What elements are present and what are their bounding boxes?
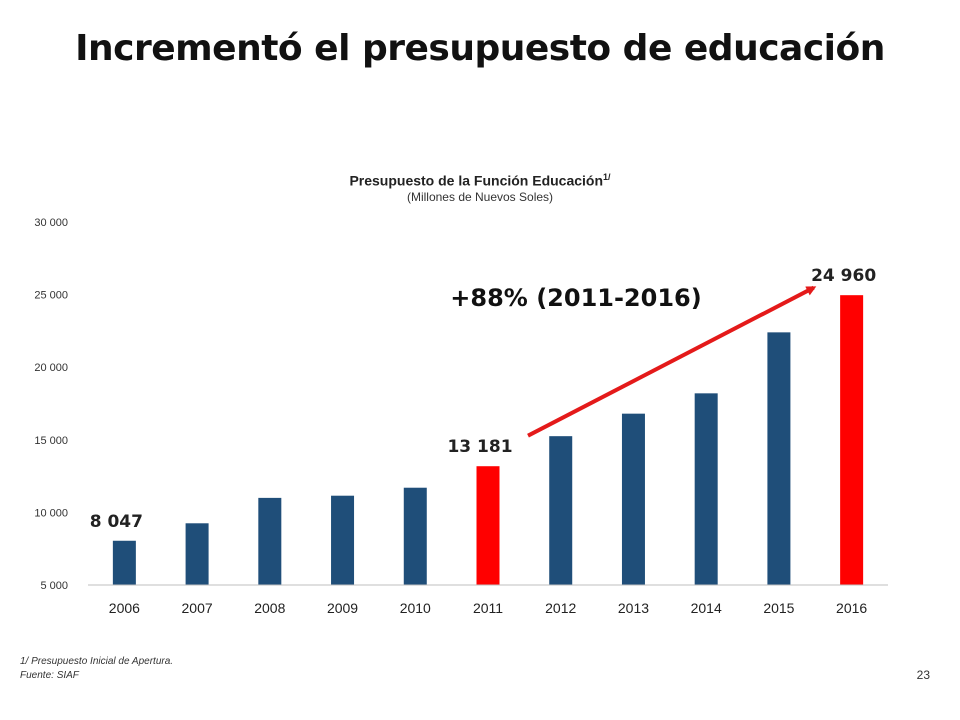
bar-2009 [331, 495, 355, 585]
x-tick-label: 2011 [473, 600, 503, 616]
bar-2008 [258, 497, 282, 585]
slide-title: Incrementó el presupuesto de educación [75, 28, 885, 69]
x-tick-label: 2012 [545, 600, 576, 616]
x-tick-label: 2013 [618, 600, 649, 616]
bar-2011 [476, 466, 500, 585]
data-labels: 8 047 13 181 24 960 [90, 266, 877, 532]
chart-title-text: Presupuesto de la Función Educación [349, 172, 604, 189]
bar-2014 [694, 393, 718, 585]
bar-2015 [767, 332, 791, 585]
growth-arrow [527, 285, 817, 438]
y-tick-label: 10 000 [34, 507, 68, 519]
y-axis-labels: 5 000 10 000 15 000 20 000 25 000 30 000 [34, 217, 68, 592]
bars [112, 295, 864, 585]
bar-2007 [185, 523, 209, 585]
bar-2006 [112, 540, 136, 585]
x-tick-label: 2014 [691, 600, 722, 616]
y-tick-label: 20 000 [34, 362, 68, 374]
chart-title-superscript: 1/ [603, 172, 611, 182]
x-tick-label: 2015 [763, 600, 794, 616]
data-label-2011: 13 181 [447, 437, 512, 457]
x-tick-label: 2009 [327, 600, 358, 616]
chart-subtitle: (Millones de Nuevos Soles) [406, 190, 554, 204]
x-axis-labels: 2006 2007 2008 2009 2010 2011 2012 2013 2014 2015… [109, 600, 868, 616]
bar-2016 [840, 295, 864, 585]
footnote: 1/ Presupuesto Inicial de Apertura. [20, 656, 174, 667]
source-note: Fuente: SIAF [20, 670, 79, 681]
data-label-2006: 8 047 [90, 512, 143, 532]
y-tick-label: 30 000 [34, 217, 68, 229]
data-label-2016: 24 960 [811, 266, 876, 286]
bar-2012 [549, 436, 573, 585]
chart-title: Presupuesto de la Función Educación1/ [0, 172, 960, 189]
growth-annotation: +88% (2011-2016) [450, 284, 817, 438]
x-tick-label: 2010 [400, 600, 431, 616]
y-tick-label: 25 000 [34, 290, 68, 302]
bar-2013 [621, 413, 645, 585]
y-tick-label: 5 000 [40, 580, 68, 592]
x-tick-label: 2016 [836, 600, 867, 616]
x-tick-label: 2008 [254, 600, 285, 616]
x-tick-label: 2007 [182, 600, 213, 616]
page-number: 23 [916, 668, 930, 682]
bar-2010 [403, 487, 427, 585]
x-tick-label: 2006 [109, 600, 140, 616]
y-tick-label: 15 000 [34, 435, 68, 447]
growth-annotation-text: +88% (2011-2016) [450, 284, 701, 312]
